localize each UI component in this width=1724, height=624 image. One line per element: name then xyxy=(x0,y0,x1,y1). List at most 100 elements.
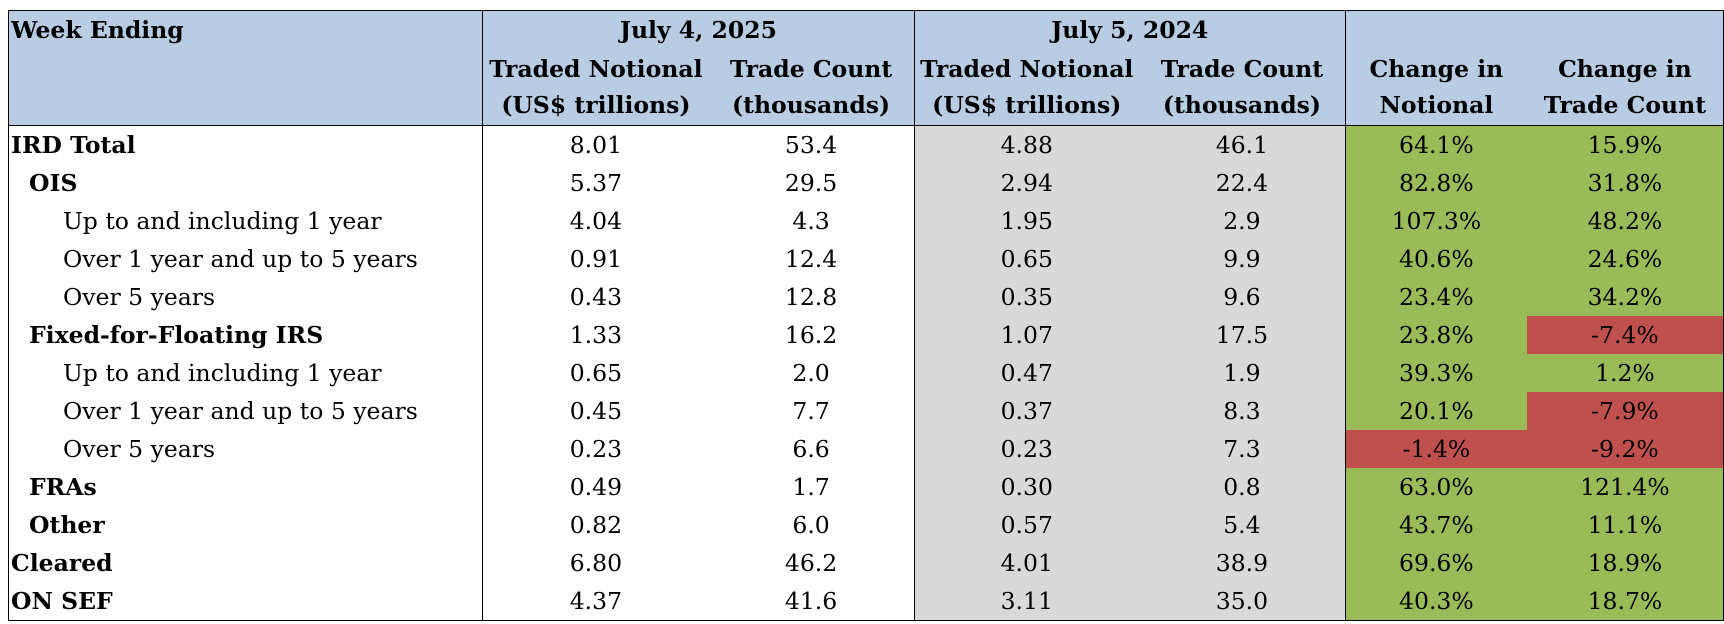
change-notional-cell: 39.3% xyxy=(1345,354,1527,392)
prior-notional-cell: 3.11 xyxy=(914,582,1139,621)
current-count-cell: 6.0 xyxy=(708,506,915,544)
current-count-cell: 4.3 xyxy=(708,202,915,240)
current-count-cell: 6.6 xyxy=(708,430,915,468)
table-row: OIS 5.37 29.5 2.94 22.4 82.8% 31.8% xyxy=(7,164,1724,202)
table-row: Over 5 years 0.23 6.6 0.23 7.3 -1.4% -9.2% xyxy=(7,430,1724,468)
prior-count-cell: 9.9 xyxy=(1138,240,1346,278)
current-count-cell: 2.0 xyxy=(708,354,915,392)
col-header-line: Trade Count xyxy=(729,55,893,83)
table-row: FRAs 0.49 1.7 0.30 0.8 63.0% 121.4% xyxy=(7,468,1724,506)
table-row: Cleared 6.80 46.2 4.01 38.9 69.6% 18.9% xyxy=(7,544,1724,582)
prior-notional-cell: 0.57 xyxy=(914,506,1139,544)
prior-count-cell: 38.9 xyxy=(1138,544,1346,582)
current-notional-cell: 0.43 xyxy=(569,283,623,311)
row-label: ON SEF xyxy=(7,582,484,621)
current-count-cell: 1.7 xyxy=(708,468,915,506)
change-count-cell: 18.7% xyxy=(1526,582,1724,621)
prior-notional-cell: 0.65 xyxy=(914,240,1139,278)
col-header-line: Trade Count xyxy=(1160,55,1324,83)
prior-count-cell: 35.0 xyxy=(1138,582,1346,621)
current-notional-cell: 0.49 xyxy=(569,473,623,501)
col-header-line: Notional xyxy=(1379,91,1494,119)
prior-notional-cell: 1.07 xyxy=(914,316,1139,354)
table-row: Up to and including 1 year 0.65 2.0 0.47 1.9… xyxy=(7,354,1724,392)
change-notional-cell: 64.1% xyxy=(1345,125,1527,164)
col-header-prior-count: Trade Count (thousands) xyxy=(1138,49,1346,126)
row-label: Up to and including 1 year xyxy=(7,354,484,392)
change-count-cell: -9.2% xyxy=(1526,430,1724,468)
change-notional-cell: 63.0% xyxy=(1345,468,1527,506)
row-label: Fixed-for-Floating IRS xyxy=(7,316,484,354)
prior-count-cell: 1.9 xyxy=(1138,354,1346,392)
current-count-cell: 41.6 xyxy=(708,582,915,621)
prior-count-cell: 9.6 xyxy=(1138,278,1346,316)
current-count-cell: 53.4 xyxy=(708,125,915,164)
table-row: IRD Total 8.01 53.4 4.88 46.1 64.1% 15.9% xyxy=(7,125,1724,164)
prior-notional-cell: 1.95 xyxy=(914,202,1139,240)
row-label: Over 5 years xyxy=(7,278,484,316)
prior-count-cell: 46.1 xyxy=(1138,125,1346,164)
change-count-cell: 48.2% xyxy=(1526,202,1724,240)
current-notional-cell: 0.23 xyxy=(569,435,623,463)
prior-count-cell: 8.3 xyxy=(1138,392,1346,430)
col-header-line: Change in xyxy=(1558,55,1692,83)
change-count-cell: 15.9% xyxy=(1526,125,1724,164)
row-label: Over 1 year and up to 5 years xyxy=(7,240,484,278)
col-header-change-count: Change in Trade Count xyxy=(1526,49,1724,126)
current-notional-cell: 4.37 xyxy=(482,582,709,621)
week-ending-header: Week Ending xyxy=(7,10,484,126)
table-row: Other 0.82 6.0 0.57 5.4 43.7% 11.1% xyxy=(7,506,1724,544)
current-notional-cell: 1.33 xyxy=(569,321,623,349)
prior-count-cell: 2.9 xyxy=(1138,202,1346,240)
change-notional-cell: 69.6% xyxy=(1345,544,1527,582)
change-count-cell: 121.4% xyxy=(1526,468,1724,506)
change-count-cell: 31.8% xyxy=(1526,164,1724,202)
prior-notional-cell: 0.35 xyxy=(914,278,1139,316)
col-header-line: Change in xyxy=(1369,55,1504,83)
change-group-header xyxy=(1345,10,1724,49)
current-count-cell: 12.4 xyxy=(708,240,915,278)
row-label: FRAs xyxy=(7,468,484,506)
col-header-line: (US$ trillions) xyxy=(932,91,1122,119)
trade-summary-table: Week Ending July 4, 2025 July 5, 2024 Tr… xyxy=(7,10,1724,621)
prior-notional-cell: 0.37 xyxy=(914,392,1139,430)
change-notional-cell: 23.8% xyxy=(1345,316,1527,354)
current-notional-cell: 5.37 xyxy=(569,169,623,197)
current-count-cell: 16.2 xyxy=(708,316,915,354)
table-row: Up to and including 1 year 4.04 4.3 1.95 2.9… xyxy=(7,202,1724,240)
change-count-cell: 11.1% xyxy=(1526,506,1724,544)
col-header-prior-notional: Traded Notional (US$ trillions) xyxy=(914,49,1139,126)
row-label: Over 5 years xyxy=(7,430,484,468)
prior-count-cell: 7.3 xyxy=(1138,430,1346,468)
current-notional-cell: 6.80 xyxy=(569,549,623,577)
col-header-current-notional: Traded Notional (US$ trillions) xyxy=(482,49,709,126)
prior-notional-cell: 4.01 xyxy=(914,544,1139,582)
current-notional-cell: 0.91 xyxy=(569,245,623,273)
change-count-cell: -7.9% xyxy=(1526,392,1724,430)
change-count-cell: 18.9% xyxy=(1526,544,1724,582)
change-count-cell: 24.6% xyxy=(1526,240,1724,278)
row-label: Up to and including 1 year xyxy=(7,202,484,240)
row-label: IRD Total xyxy=(7,125,484,164)
row-label: OIS xyxy=(7,164,484,202)
change-notional-cell: -1.4% xyxy=(1345,430,1527,468)
prior-notional-cell: 0.47 xyxy=(914,354,1139,392)
header-row-periods: Week Ending July 4, 2025 July 5, 2024 xyxy=(7,10,1724,126)
change-notional-cell: 107.3% xyxy=(1345,202,1527,240)
current-notional-cell: 4.04 xyxy=(569,207,623,235)
col-header-line: (thousands) xyxy=(731,91,891,119)
current-notional-cell: 8.01 xyxy=(569,131,623,159)
change-notional-cell: 43.7% xyxy=(1345,506,1527,544)
col-header-line: (US$ trillions) xyxy=(501,91,691,119)
current-count-cell: 7.7 xyxy=(708,392,915,430)
table-row: Over 1 year and up to 5 years 0.45 7.7 0.37… xyxy=(7,392,1724,430)
prior-count-cell: 17.5 xyxy=(1138,316,1346,354)
prior-notional-cell: 4.88 xyxy=(914,125,1139,164)
prior-notional-cell: 0.30 xyxy=(914,468,1139,506)
current-notional-cell: 0.82 xyxy=(569,511,623,539)
row-label: Cleared xyxy=(7,544,484,582)
col-header-line: Trade Count xyxy=(1543,91,1707,119)
prior-count-cell: 22.4 xyxy=(1138,164,1346,202)
table-row: ON SEF 4.37 41.6 3.11 35.0 40.3% 18.7% xyxy=(7,582,1724,621)
current-count-cell: 29.5 xyxy=(708,164,915,202)
